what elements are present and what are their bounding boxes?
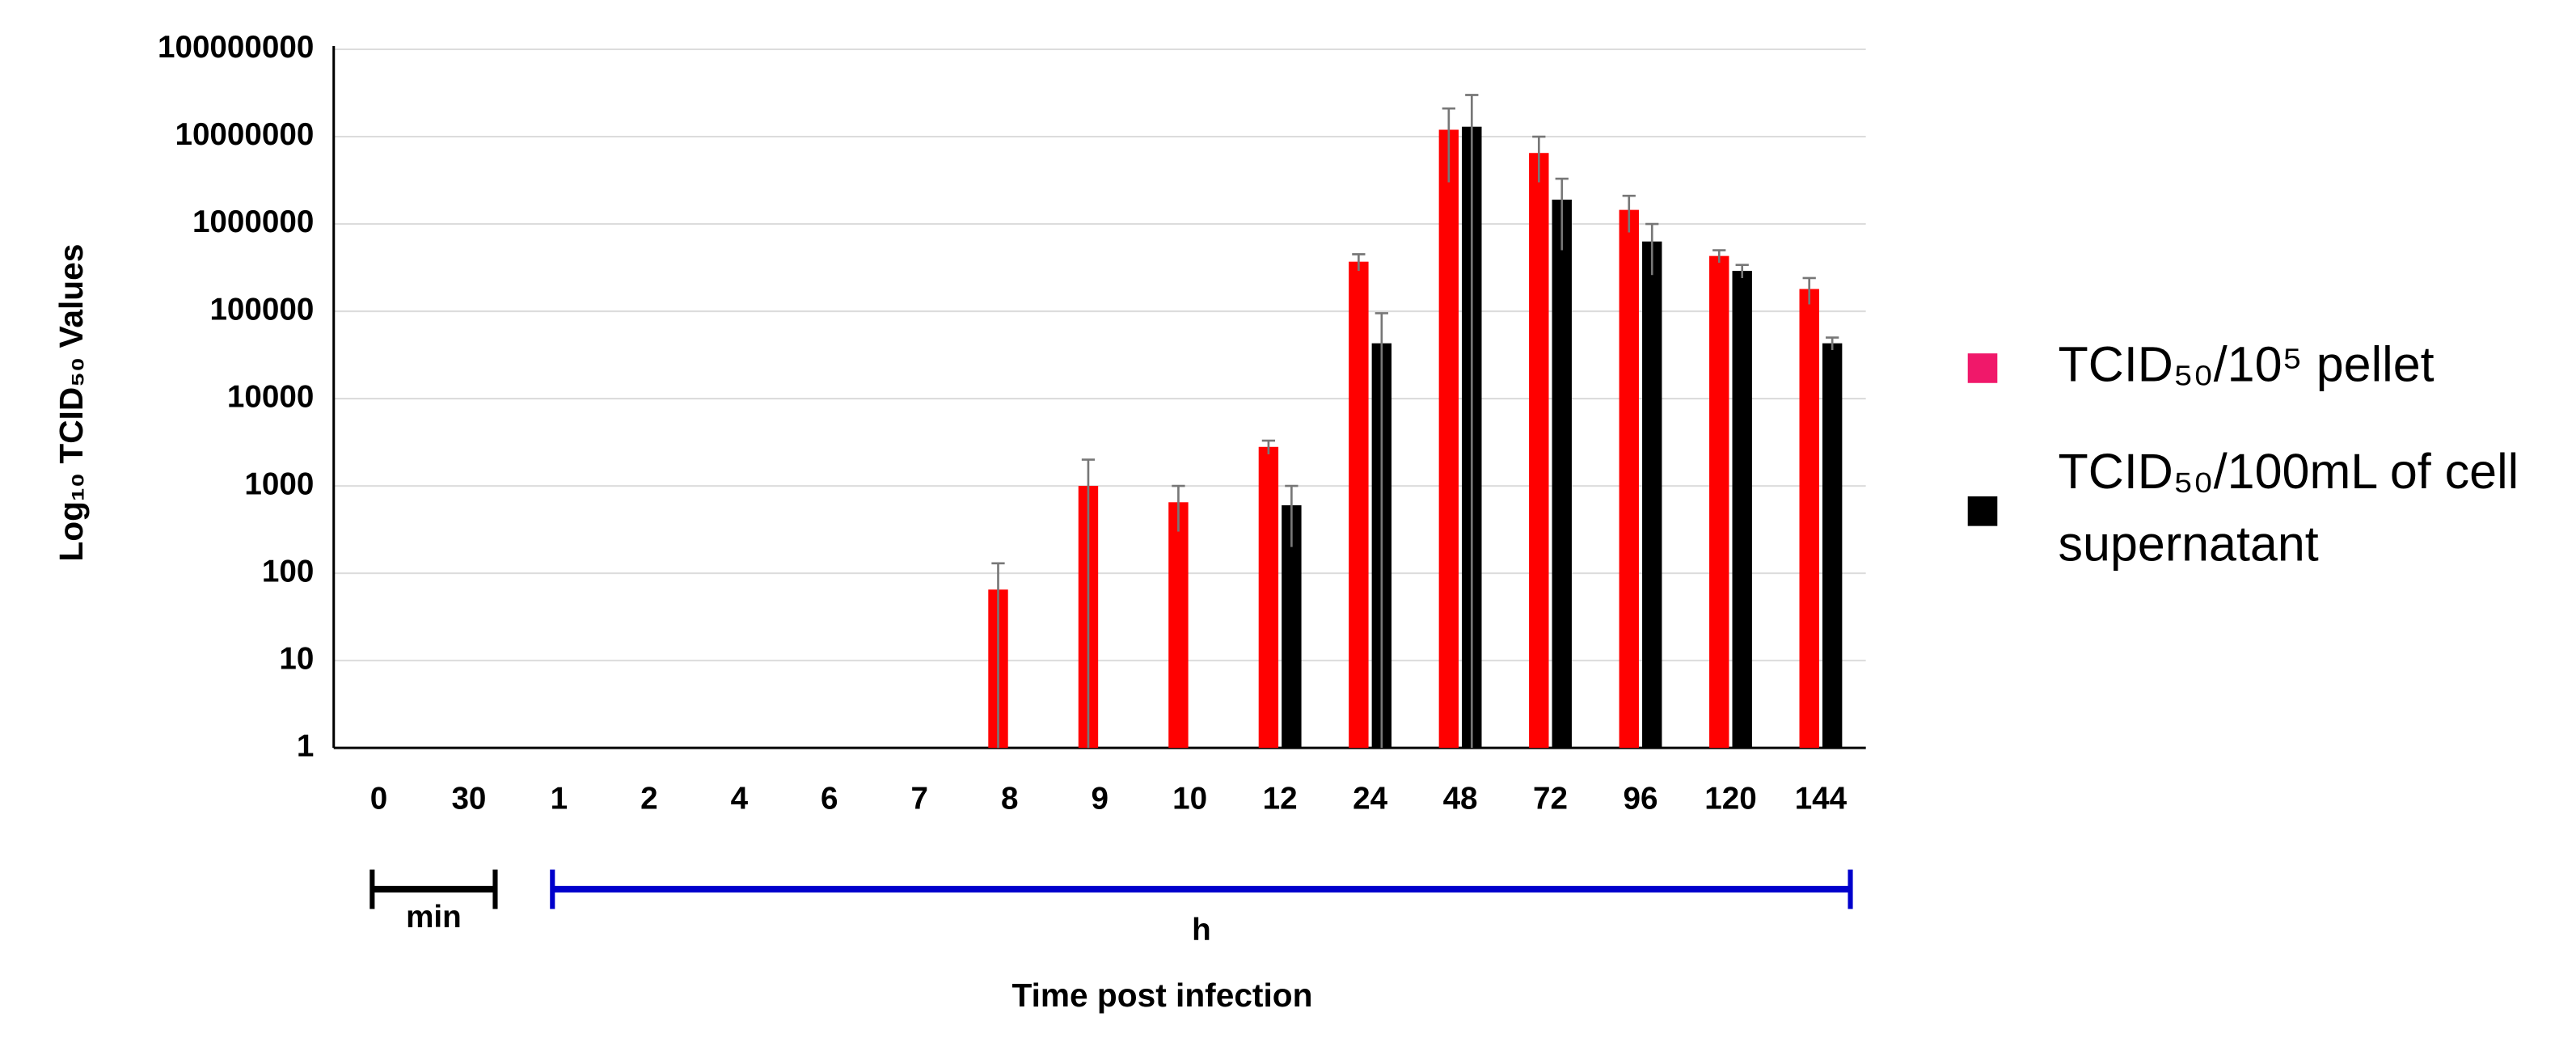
error-bar [1442, 107, 1455, 183]
x-tick-label: 72 [1533, 781, 1568, 816]
x-tick-label: 8 [1001, 781, 1018, 816]
bar [1349, 261, 1369, 749]
x-tick-label: 9 [1091, 781, 1108, 816]
y-tick-label: 1 [297, 728, 314, 763]
error-bar [1802, 276, 1816, 305]
y-tick-label: 100000 [209, 292, 314, 327]
bracket-label: min [406, 900, 462, 935]
x-tick-label: 24 [1353, 781, 1387, 816]
y-tick-label: 1000000 [192, 205, 314, 239]
error-bar [991, 562, 1005, 749]
x-tick-label: 120 [1704, 781, 1756, 816]
y-tick-label: 1000 [244, 466, 314, 501]
x-tick-label: 1 [551, 781, 568, 816]
error-bar [1375, 312, 1388, 749]
y-tick-label: 10 [279, 641, 314, 676]
bar [1822, 343, 1843, 749]
legend-entry: TCID₅₀/100mL of cell supernatant [2058, 445, 2519, 572]
legend-label: TCID₅₀/10⁵ pellet [2058, 338, 2435, 393]
bar [1799, 289, 1819, 749]
bar [1642, 241, 1662, 749]
error-bar [1712, 249, 1726, 263]
bar [1258, 446, 1279, 749]
error-bar [1081, 458, 1096, 749]
time-bracket: h [550, 869, 1853, 947]
error-bar [1261, 439, 1276, 455]
x-tick-label: 12 [1263, 781, 1298, 816]
bar [1709, 255, 1729, 749]
y-tick-label: 10000000 [175, 117, 314, 152]
time-bracket: min [370, 869, 498, 935]
error-bar [1532, 135, 1546, 183]
error-bar [1285, 484, 1299, 547]
error-bar [1465, 94, 1479, 749]
error-bar [1735, 264, 1749, 278]
x-tick-label: 10 [1172, 781, 1207, 816]
x-tick-label: 6 [821, 781, 838, 816]
legend-label: TCID₅₀/100mL of cell supernatant [2058, 445, 2519, 572]
error-bar [1645, 222, 1659, 276]
bracket-label: h [1192, 913, 1211, 947]
bar [1619, 209, 1639, 749]
x-tick-label: 4 [731, 781, 749, 816]
bar [1552, 199, 1572, 749]
legend-marker [1967, 353, 1998, 383]
x-tick-label: 96 [1624, 781, 1658, 816]
x-tick-label: 7 [911, 781, 928, 816]
legend-entry: TCID₅₀/10⁵ pellet [2058, 338, 2435, 393]
error-bar [1352, 253, 1366, 272]
y-tick-label: 100 [262, 554, 314, 589]
y-tick-label: 10000 [227, 379, 314, 414]
x-tick-label: 2 [640, 781, 657, 816]
error-bar [1555, 177, 1569, 251]
legend-marker [1967, 496, 1998, 526]
bar [1529, 153, 1549, 749]
x-tick-label: 0 [370, 781, 387, 816]
x-axis-label: Time post infection [1011, 977, 1312, 1014]
bar [1732, 271, 1752, 749]
bar [1438, 129, 1459, 749]
error-bar [1826, 336, 1839, 350]
x-tick-label: 48 [1443, 781, 1478, 816]
x-tick-label: 30 [451, 781, 486, 816]
y-tick-label: 100000000 [158, 30, 314, 65]
bar [1168, 502, 1189, 749]
error-bar [1172, 484, 1185, 532]
x-tick-label: 144 [1795, 781, 1848, 816]
y-axis-label: Log₁₀ TCID₅₀ Values [53, 244, 90, 562]
error-bar [1622, 194, 1636, 233]
